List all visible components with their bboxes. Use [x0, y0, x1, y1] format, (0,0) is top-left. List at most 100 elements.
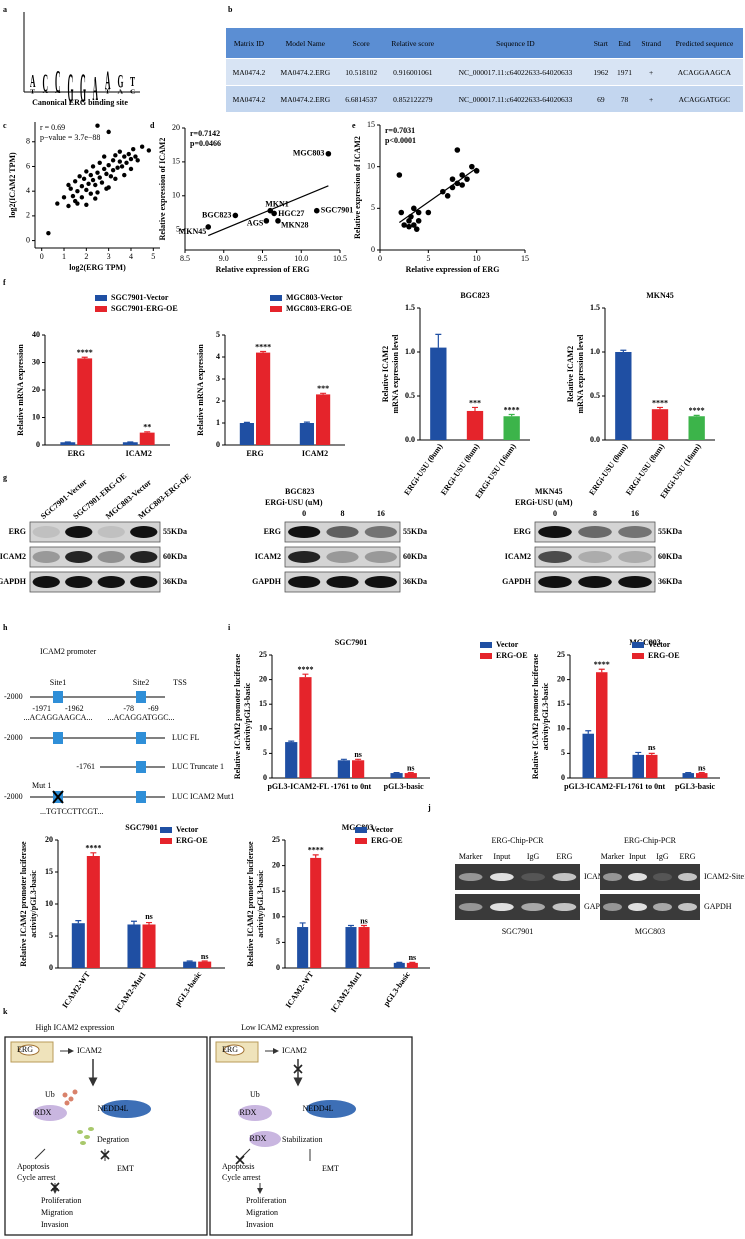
y-tick-label: 20 — [272, 860, 280, 869]
error-bar — [693, 414, 700, 417]
error-bar — [130, 920, 137, 925]
y-tick-label: 15 — [557, 699, 565, 708]
gel-band — [552, 903, 577, 911]
model-title: Low ICAM2 expression — [241, 1023, 319, 1032]
error-bar — [243, 421, 250, 423]
point-label: HGC27 — [278, 209, 304, 218]
point — [449, 184, 456, 191]
model-label: Ub — [45, 1090, 55, 1099]
table-cell: + — [636, 58, 666, 86]
x-tick-label: 5 — [426, 254, 430, 263]
y-tick-label: 20 — [32, 385, 40, 394]
target-label: GAPDH — [584, 902, 612, 911]
size-label: 55KDa — [658, 527, 682, 536]
cell-label: BGC823 — [285, 487, 314, 496]
x-tick-label: 5 — [151, 252, 155, 261]
blot-band — [32, 526, 60, 538]
bar — [596, 672, 608, 778]
x-tick-label: -1761 to 0nt — [625, 782, 666, 791]
point — [106, 129, 111, 135]
model-label: Invasion — [41, 1220, 69, 1229]
bar — [299, 677, 312, 778]
position-label: -69 — [148, 704, 159, 713]
annotation: p<0.0001 — [385, 136, 416, 145]
point — [93, 196, 98, 201]
protein-label: GAPDH — [252, 577, 282, 586]
error-bar — [90, 852, 97, 856]
point — [72, 179, 78, 184]
point — [84, 187, 89, 193]
point — [440, 188, 446, 195]
model-label: Proliferation — [41, 1196, 81, 1205]
y-tick-label: 5 — [561, 748, 565, 757]
table-cell: ACAGGATGGC — [665, 85, 743, 113]
position-label: -1971 — [32, 704, 51, 713]
point-label: MKN45 — [179, 227, 207, 236]
table-cell: + — [636, 85, 666, 113]
model-label: RDX — [240, 1108, 257, 1117]
logo-letter: T — [105, 89, 111, 95]
y-axis-label: Relative ICAM2 — [381, 346, 390, 402]
error-bar — [260, 350, 267, 353]
y-tick-label: 0.0 — [405, 435, 415, 444]
error-bar — [409, 961, 416, 963]
table-cell: MA0474.2.ERG — [271, 85, 339, 113]
ub-dot — [68, 1096, 74, 1102]
chart-title: BGC823 — [460, 291, 489, 300]
site-label: Site1 — [50, 678, 66, 687]
table-cell: MA0474.2 — [226, 85, 272, 113]
model-label: Stabilization — [282, 1135, 322, 1144]
table-cell: 6.6814537 — [338, 85, 384, 113]
point — [464, 176, 470, 182]
bar — [310, 857, 322, 968]
error-bar — [635, 751, 642, 755]
lane-label: IgG — [527, 852, 540, 861]
site-box — [53, 732, 63, 744]
point — [146, 148, 152, 153]
gel-band — [678, 873, 697, 881]
table-row: MA0474.2 MA0474.2.ERG 10.518102 0.916001061… — [226, 58, 743, 86]
point — [55, 201, 60, 206]
x-tick-label: 10.5 — [333, 254, 347, 263]
x-tick-label: ERG — [68, 449, 85, 458]
point-label: BGC823 — [202, 210, 231, 219]
y-tick-label: 1.0 — [590, 347, 600, 356]
error-bar — [303, 421, 310, 423]
model-label: Ub — [250, 1090, 260, 1099]
lane-label: IgG — [656, 852, 669, 861]
bar — [316, 394, 331, 445]
blot-band — [538, 551, 572, 563]
logo-letter: C — [130, 89, 136, 95]
blot-band — [326, 576, 359, 588]
bar — [183, 961, 197, 968]
fragment — [84, 1135, 90, 1139]
blot-band — [65, 576, 93, 588]
point — [97, 160, 102, 165]
point — [459, 172, 465, 178]
protein-label: GAPDH — [0, 577, 27, 586]
protein-label: ERG — [264, 527, 281, 536]
arrow — [34, 1148, 106, 1193]
y-tick-label: 30 — [32, 357, 40, 366]
error-bar — [508, 413, 515, 417]
error-bar — [302, 673, 309, 678]
significance: *** — [317, 384, 329, 393]
bar — [60, 442, 76, 445]
arrow — [239, 1148, 311, 1193]
model-label: Cycle arrest — [17, 1173, 56, 1182]
table-cell: MA0474.2.ERG — [271, 58, 339, 86]
x-tick-label: pGL3-basic — [173, 970, 204, 1008]
blot-band — [32, 551, 60, 563]
model-label: NEDD4L — [302, 1104, 333, 1113]
cell-label: SGC7901 — [502, 927, 534, 936]
rdx-ellipse — [238, 1105, 272, 1121]
blot-band — [65, 551, 93, 563]
lane-label: ERG — [680, 852, 696, 861]
y-tick-label: 25 — [557, 650, 565, 659]
gel-band — [521, 903, 545, 911]
table-cell: 1971 — [612, 58, 637, 86]
y-tick-label: 20 — [557, 674, 565, 683]
point — [77, 174, 82, 179]
bar — [142, 924, 156, 968]
y-tick-label: 0 — [216, 440, 220, 449]
